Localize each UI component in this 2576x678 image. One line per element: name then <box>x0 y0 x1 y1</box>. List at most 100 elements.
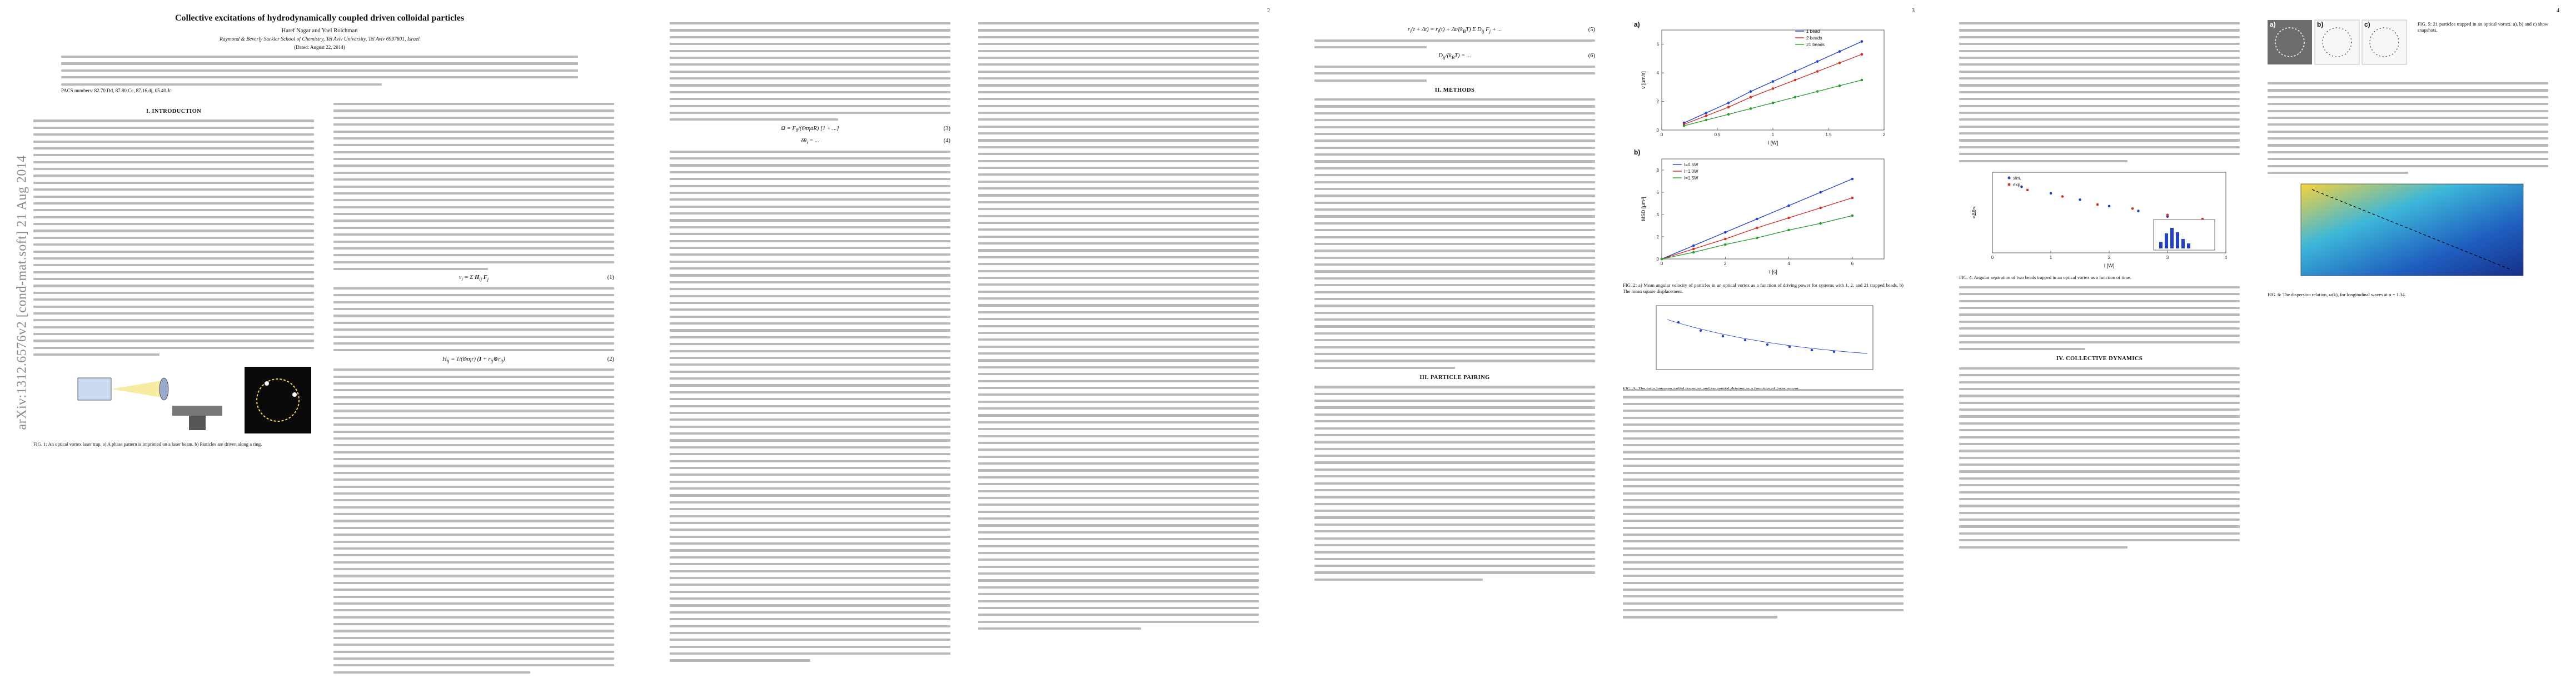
fig2b-legend: I=0.5W I=1.0W I=1.5W <box>1673 162 1698 181</box>
snapshot-a: a) <box>2268 20 2312 64</box>
x-tick-label: 0.5 <box>1714 132 1721 137</box>
body-text <box>1314 39 1595 49</box>
body-text <box>1623 389 1904 619</box>
x-tick-label: 0 <box>1991 255 1994 260</box>
body-text <box>333 287 614 352</box>
equation-4: δθi = ... (4) <box>801 138 950 146</box>
data-point <box>1787 228 1790 232</box>
equation-1: vi = Σ Hij Fj (1) <box>459 275 614 282</box>
pacs-numbers: PACS numbers: 82.70.Dd, 87.80.Cc, 87.16.… <box>61 88 172 93</box>
data-point <box>1793 78 1797 82</box>
page-number: 4 <box>2557 8 2559 14</box>
data-point <box>1692 244 1695 247</box>
data-point <box>1723 243 1727 246</box>
page-number: 2 <box>1267 8 1270 14</box>
figure-5: a) b) c) <box>2268 19 2548 70</box>
data-point <box>1819 206 1822 210</box>
x-tick-label: 4 <box>2225 255 2228 260</box>
fig2a-axes: 0 0.5 1 1.5 2 0 2 4 6 I [W] v [μm/s] <box>1641 29 1886 146</box>
column-left: I. INTRODUCTION <box>33 103 314 447</box>
data-point <box>2079 198 2081 201</box>
figure-5-graphic: a) b) c) <box>2268 19 2407 65</box>
data-point <box>2131 207 2134 210</box>
data-point <box>1723 237 1727 241</box>
data-point <box>1705 111 1708 114</box>
data-point <box>2061 195 2064 198</box>
laser-setup-diagram <box>77 377 222 431</box>
figure-1-caption: FIG. 1: An optical vortex laser trap. a)… <box>33 441 262 447</box>
data-point <box>1851 196 1854 200</box>
panel-label: a) <box>2270 21 2276 28</box>
x-axis-label: I [W] <box>1768 140 1778 146</box>
figure-3-graphic <box>1656 305 1874 370</box>
data-point <box>1727 113 1730 116</box>
y-axis-label: <Δθ> <box>1971 207 1977 219</box>
x-tick-label: 0 <box>1661 132 1663 137</box>
data-point <box>2137 210 2140 212</box>
figure-4-caption: FIG. 4: Angular separation of two beads … <box>1959 274 2131 280</box>
column-right: a) 0 0.5 1 1.5 2 0 2 4 6 I [W] v [μm/s] 1 bead 2 b… <box>1623 19 1904 392</box>
data-point <box>1860 78 1864 82</box>
data-point <box>2020 185 2023 188</box>
data-point <box>1705 118 1708 122</box>
body-text <box>1314 98 1595 369</box>
data-point <box>1816 60 1819 63</box>
data-point <box>1851 177 1854 181</box>
data-point <box>2166 213 2169 217</box>
y-tick-label: 4 <box>1657 71 1660 76</box>
x-tick-label: 6 <box>1851 261 1854 266</box>
legend-entry: I=1.0W <box>1684 169 1698 174</box>
data-point <box>1793 70 1797 73</box>
body-text <box>333 103 614 271</box>
body-text <box>333 368 614 674</box>
x-tick-label: 1 <box>1772 132 1775 137</box>
figure-1-graphic <box>77 367 311 434</box>
data-point <box>1771 87 1775 90</box>
data-point <box>2049 192 2052 195</box>
x-tick-label: 2 <box>2108 255 2111 260</box>
snapshot-b: b) <box>2314 19 2360 65</box>
snapshot-c: c) <box>2361 19 2407 65</box>
figure-2-graphic: a) 0 0.5 1 1.5 2 0 2 4 6 I [W] v [μm/s] 1 bead 2 b… <box>1634 21 1886 275</box>
figure-2-caption: FIG. 2: a) Mean angular velocity of part… <box>1623 282 1904 294</box>
y-tick-label: 2 <box>1657 99 1660 104</box>
legend-entry: exp. <box>2013 182 2021 187</box>
legend-entry: 2 beads <box>1806 36 1822 41</box>
page-number: 3 <box>1912 8 1915 14</box>
data-point <box>1819 191 1822 194</box>
plot-frame <box>1661 29 1885 131</box>
data-point <box>1756 226 1758 230</box>
data-point <box>1756 217 1758 221</box>
data-point <box>1793 96 1797 99</box>
fig4-axes: 0 1 2 3 4 I [W] <Δθ> <box>1971 172 2228 268</box>
data-point <box>1816 90 1819 93</box>
data-point <box>1692 251 1695 254</box>
figure-1: FIG. 1: An optical vortex laser trap. a)… <box>33 361 314 447</box>
data-point <box>1727 106 1730 109</box>
legend-entry: 1 bead <box>1806 29 1820 34</box>
data-point <box>1749 90 1752 93</box>
column-left: ri(t + Δt) = ri(t) + Δt/(kBT) Σ Dij Fj +… <box>1314 22 1595 585</box>
column-left: Ω = Fθ/(6πηaR) [1 + ...] (3) δθi = ... (4) <box>670 22 950 666</box>
body-text <box>33 119 314 356</box>
body-text <box>670 150 950 662</box>
affiliation: Raymond & Beverly Sackler School of Chem… <box>220 37 420 42</box>
body-text <box>1959 367 2240 549</box>
fig2b-axes: 0 2 4 6 0 2 4 6 8 τ [s] MSD [μm²] <box>1641 158 1885 275</box>
section-heading: II. METHODS <box>1434 87 1475 93</box>
body-text <box>1959 286 2240 351</box>
dispersion-fit-line <box>2311 189 2513 271</box>
data-point <box>1771 80 1775 83</box>
data-point <box>1660 257 1663 261</box>
data-point <box>1860 40 1864 43</box>
figure-2: a) 0 0.5 1 1.5 2 0 2 4 6 I [W] v [μm/s] 1 bead 2 b… <box>1623 19 1904 295</box>
figure-5-caption-block: FIG. 5: 21 particles trapped in an optic… <box>2418 19 2548 33</box>
x-tick-label: 1.5 <box>1825 132 1832 137</box>
fig2a-legend: 1 bead 2 beads 21 beads <box>1795 29 1825 47</box>
body-text <box>2268 82 2548 175</box>
body-text <box>1959 22 2240 162</box>
panel-label-b: b) <box>1634 148 1640 156</box>
x-tick-label: 3 <box>2166 255 2169 260</box>
y-tick-label: 6 <box>1657 190 1660 195</box>
data-point <box>1819 222 1822 225</box>
